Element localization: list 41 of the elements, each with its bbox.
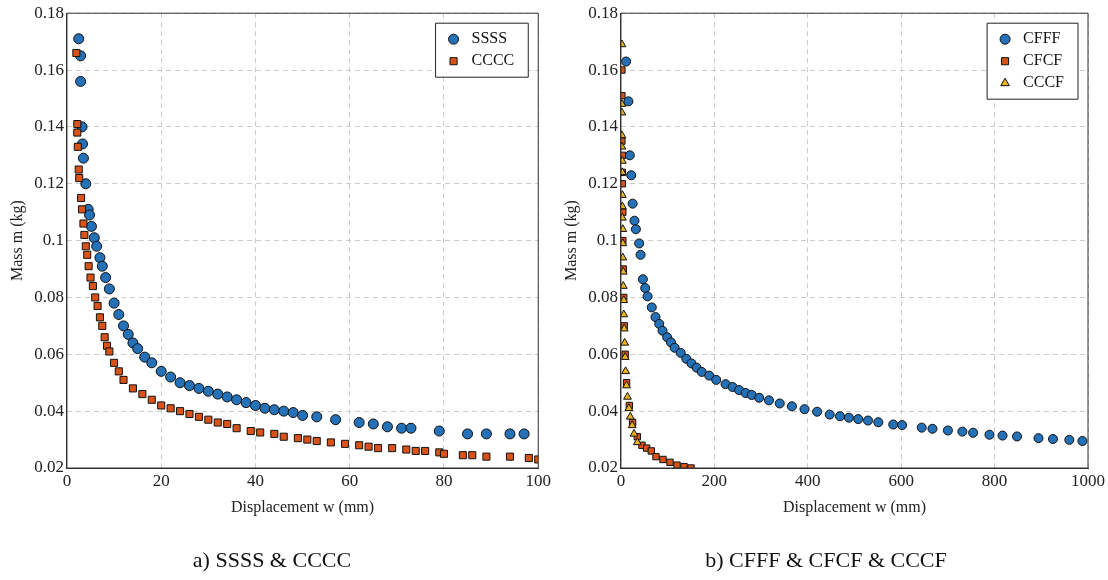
y-tick-label: 0.14 [34,116,65,136]
y-tick-label: 0.06 [34,343,64,363]
y-tick-label: 0.08 [34,286,64,306]
x-tick-label: 600 [888,470,914,490]
x-tick-label: 800 [981,470,1008,490]
x-tick-label: 400 [795,470,821,490]
y-tick-label: 0.02 [34,457,64,477]
x-tick-label: 0 [616,470,626,490]
x-tick-label: 0 [62,470,72,490]
x-axis-title: Displacement w (mm) [231,498,375,517]
y-tick-label: 0.04 [588,400,619,420]
y-tick-label: 0.16 [588,59,618,79]
x-tick-label: 1000 [1071,470,1105,490]
x-tick-label: 60 [341,470,359,490]
x-tick-label: 80 [435,470,453,490]
y-tick-label: 0.06 [588,343,618,363]
y-axis-title: Mass m (kg) [561,200,580,282]
x-tick-label: 40 [246,470,264,490]
y-axis-title: Mass m (kg) [7,200,26,282]
y-tick-label: 0.18 [588,2,618,22]
y-tick-label: 0.12 [34,173,64,193]
y-tick-label: 0.1 [42,230,64,250]
y-tick-label: 0.14 [588,116,619,136]
y-tick-label: 0.08 [588,286,618,306]
legend-label: CFCF [1023,51,1063,69]
y-tick-label: 0.16 [34,59,64,79]
legend-label: CCCF [1023,73,1065,91]
x-tick-label: 200 [701,470,728,490]
x-tick-label: 100 [525,470,551,490]
y-tick-label: 0.04 [34,400,65,420]
y-tick-label: 0.1 [596,230,618,250]
x-tick-label: 20 [152,470,170,490]
y-tick-label: 0.18 [34,2,64,22]
text: a) SSSS & CCCC [192,546,352,572]
legend-label: CCCC [471,51,515,69]
y-tick-label: 0.02 [588,457,618,477]
legend-label: CFFF [1023,29,1061,47]
y-tick-label: 0.12 [588,173,618,193]
text: b) CFFF & CFCF & CCCF [705,546,947,572]
legend-label: SSSS [471,29,508,47]
x-axis-title: Displacement w (mm) [782,498,927,517]
